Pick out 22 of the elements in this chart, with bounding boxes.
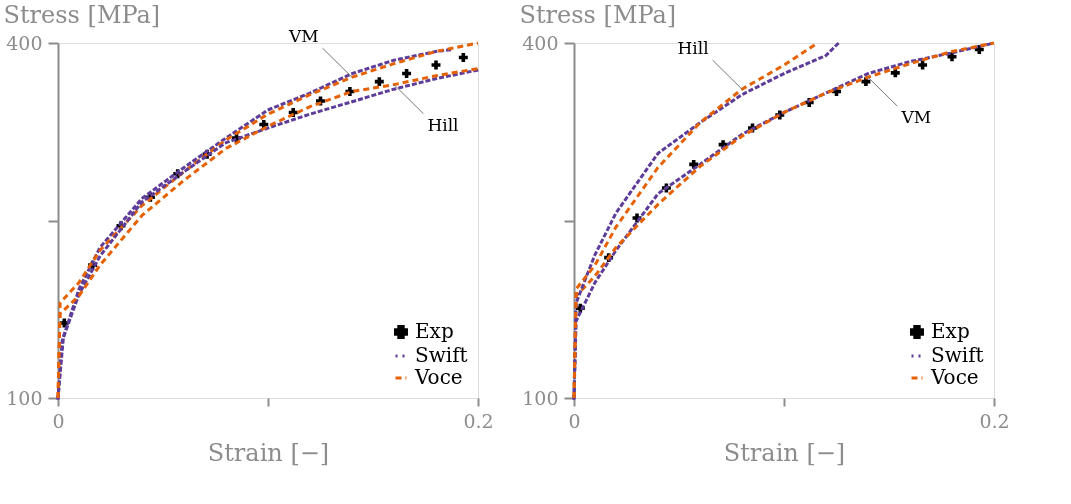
- x-tick-label: 0.2: [979, 409, 1010, 432]
- legend-label: Voce: [930, 365, 979, 389]
- y-tick-label: 100: [522, 386, 559, 409]
- legend-label: Exp: [415, 319, 454, 343]
- y-tick-label: 100: [6, 386, 43, 409]
- x-axis-title: Strain [−]: [207, 438, 330, 467]
- y-tick-label: 400: [6, 31, 43, 54]
- x-tick-label: 0.2: [463, 409, 494, 432]
- annotation: VM: [900, 107, 932, 128]
- annotation: Hill: [427, 114, 459, 135]
- y-tick-label: 400: [522, 31, 559, 54]
- legend-label: Swift: [931, 343, 984, 367]
- annotation: Hill: [677, 38, 709, 59]
- x-tick-label: 0: [52, 409, 65, 432]
- legend-label: Exp: [931, 319, 970, 343]
- legend-label: Voce: [414, 365, 463, 389]
- y-axis-title: Stress [MPa]: [3, 0, 161, 29]
- legend-label: Swift: [415, 343, 468, 367]
- y-axis-title: Stress [MPa]: [519, 0, 677, 29]
- x-axis-title: Strain [−]: [723, 438, 846, 467]
- x-tick-label: 0: [568, 409, 581, 432]
- annotation: VM: [287, 26, 319, 47]
